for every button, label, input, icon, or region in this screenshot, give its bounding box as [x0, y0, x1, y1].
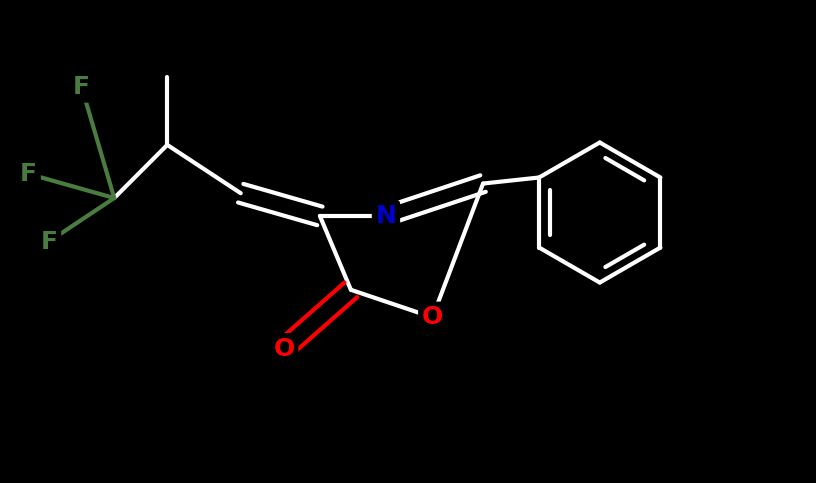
Text: F: F [73, 75, 90, 99]
Text: O: O [273, 337, 295, 361]
Text: F: F [20, 162, 37, 186]
Text: O: O [422, 305, 443, 329]
Text: F: F [41, 229, 57, 254]
Text: N: N [375, 204, 397, 228]
